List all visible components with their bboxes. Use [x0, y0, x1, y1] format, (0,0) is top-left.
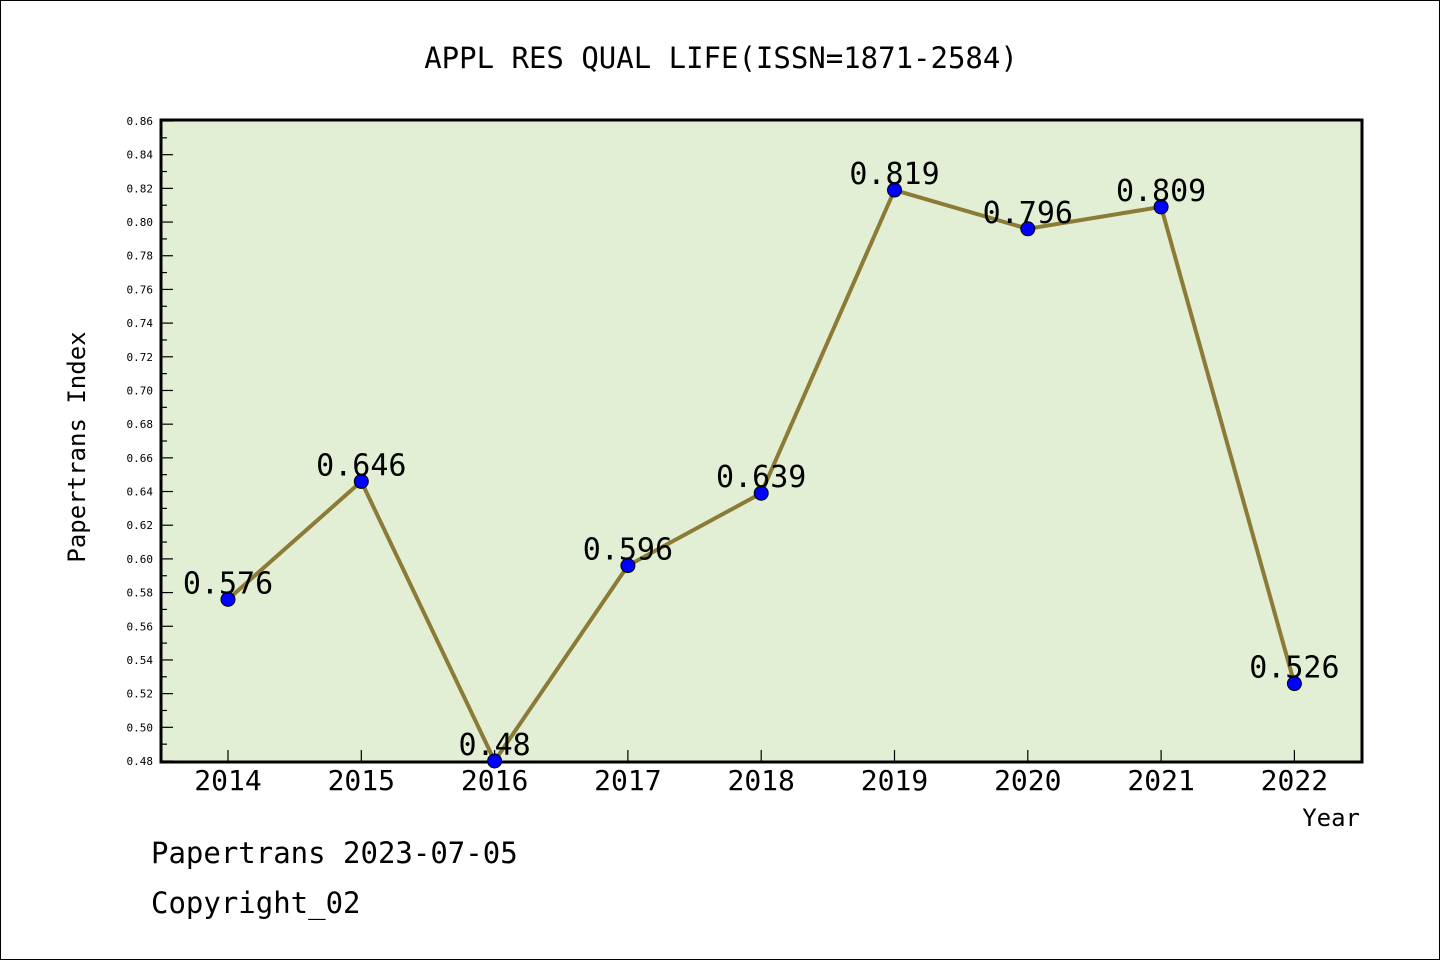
data-point: [620, 558, 636, 574]
data-label: 0.646: [316, 448, 406, 483]
y-tick-label: 0.58: [127, 587, 154, 600]
y-tick-label: 0.48: [127, 755, 154, 768]
y-tick-label: 0.82: [127, 182, 154, 195]
data-point: [487, 753, 503, 769]
y-tick-label: 0.54: [127, 654, 154, 667]
x-tick-label: 2020: [994, 764, 1061, 797]
x-tick-label: 2017: [594, 764, 661, 797]
y-tick-label: 0.74: [127, 317, 154, 330]
y-tick-label: 0.80: [127, 216, 154, 229]
data-label: 0.819: [849, 157, 939, 192]
data-point: [220, 591, 236, 607]
data-point: [1153, 199, 1169, 215]
x-tick-label: 2021: [1127, 764, 1194, 797]
y-tick-label: 0.72: [127, 351, 154, 364]
x-tick-label: 2019: [861, 764, 928, 797]
y-tick-label: 0.86: [127, 115, 154, 128]
footer-date: Papertrans 2023-07-05: [151, 836, 518, 870]
x-axis: 2014 2015 2016 2017 2018 2019 2020 2021 2022: [194, 750, 1328, 797]
y-tick-label: 0.52: [127, 688, 154, 701]
y-tick-label: 0.60: [127, 553, 154, 566]
data-point: [887, 182, 902, 198]
y-tick-label: 0.68: [127, 418, 154, 431]
x-axis-label: Year: [1302, 804, 1360, 832]
data-point: [1286, 676, 1302, 692]
x-tick-label: 2018: [727, 764, 794, 797]
x-tick-label: 2014: [194, 764, 261, 797]
y-tick-label: 0.66: [127, 452, 154, 465]
x-tick-label: 2015: [328, 764, 395, 797]
x-tick-label: 2022: [1261, 764, 1328, 797]
data-point: [1020, 221, 1036, 237]
y-tick-label: 0.84: [127, 149, 154, 162]
data-series: 0.576 0.646 0.48 0.596 0.639 0.819 0.796 0.809 0…: [183, 157, 1340, 769]
data-label: 0.639: [716, 460, 806, 495]
y-tick-label: 0.76: [127, 283, 154, 296]
x-tick-label: 2016: [461, 764, 528, 797]
y-axis-label: Papertrans Index: [63, 331, 91, 562]
y-tick-label: 0.56: [127, 620, 154, 633]
data-point: [753, 485, 769, 501]
data-label: 0.526: [1249, 651, 1339, 686]
data-label: 0.596: [583, 533, 673, 568]
data-label: 0.809: [1116, 174, 1206, 209]
data-point: [353, 473, 369, 489]
data-label: 0.48: [458, 728, 530, 763]
plot-area: [159, 118, 1364, 764]
y-tick-label: 0.62: [127, 519, 154, 532]
y-tick-label: 0.70: [127, 384, 154, 397]
y-tick-label: 0.50: [127, 721, 154, 734]
data-label: 0.576: [183, 566, 273, 601]
data-label: 0.796: [983, 196, 1073, 231]
y-tick-label: 0.64: [127, 486, 154, 499]
chart-title: APPL RES QUAL LIFE(ISSN=1871-2584): [424, 41, 1018, 75]
y-tick-label: 0.78: [127, 250, 154, 263]
footer-copyright: Copyright_02: [151, 886, 361, 920]
y-axis: 0.48 0.50 0.52 0.54 0.56 0.58 0.60 0.62 0.64 0.66…: [127, 115, 173, 768]
